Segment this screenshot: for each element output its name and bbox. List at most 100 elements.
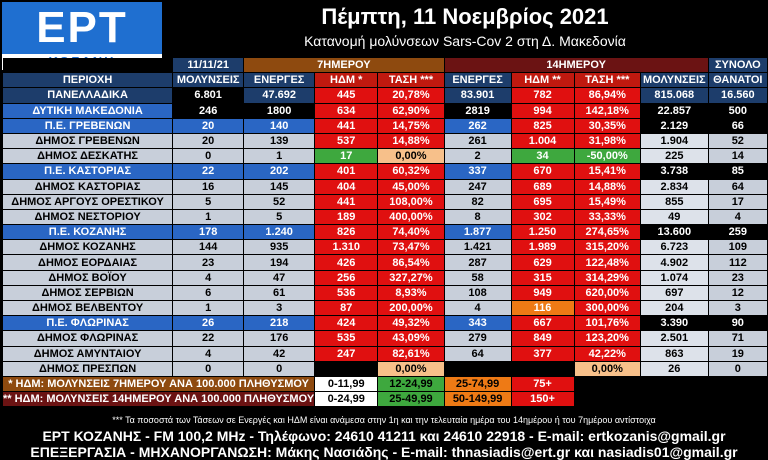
data-cell: 1.877 (443, 224, 512, 241)
data-cell: 43,09% (377, 330, 445, 347)
region-name: ΔΗΜΟΣ ΑΜΥΝΤΑΙΟΥ (1, 345, 174, 362)
data-cell: 61 (243, 284, 316, 302)
data-cell: 60,32% (377, 163, 445, 180)
data-cell: 279 (443, 330, 512, 347)
group-header-row: 11/11/21 7ΗΜΕΡΟΥ 14ΗΜΕΡΟΥ ΣΥΝΟΛΟ (2, 56, 768, 74)
data-cell: 34 (510, 148, 575, 165)
data-cell: 314,29% (573, 269, 641, 286)
data-cell: 1.310 (314, 239, 379, 256)
data-cell: 17 (314, 148, 379, 165)
data-cell: 377 (510, 345, 575, 362)
data-cell: 445 (314, 87, 379, 104)
legend-range: 25-74,99 (443, 375, 512, 393)
data-cell: 994 (510, 102, 575, 119)
data-cell: 695 (510, 193, 575, 210)
data-cell: 30,35% (573, 117, 641, 134)
data-cell: 33,33% (573, 208, 641, 226)
table-row: ΔΗΜΟΣ ΚΑΣΤΟΡΙΑΣ 16 145 404 45,00% 247 689 14,88… (1, 178, 768, 195)
column-header: ΤΑΣΗ *** (573, 72, 641, 89)
data-cell: 82,61% (377, 345, 445, 362)
table-row: ΔΗΜΟΣ ΒΕΛΒΕΝΤΟΥ 1 3 87 200,00% 4 116 300,00% 204… (1, 299, 768, 317)
data-cell: 300,00% (573, 299, 641, 317)
page-subtitle: Κατανομή μολύνσεων Sars-Cov 2 στη Δ. Μακ… (304, 33, 626, 49)
data-cell: 400,00% (377, 208, 445, 226)
data-cell: 109 (707, 239, 768, 256)
region-name: Π.Ε. ΚΟΖΑΝΗΣ (1, 224, 174, 241)
data-cell: 1.004 (510, 132, 575, 150)
data-cell: 1.421 (443, 239, 512, 256)
data-cell: 20 (172, 132, 245, 150)
data-cell: 123,20% (573, 330, 641, 347)
legend-range: 0-11,99 (314, 375, 379, 393)
data-cell: 83.901 (443, 87, 512, 104)
data-cell: 6 (172, 284, 245, 302)
data-cell: 22 (172, 330, 245, 347)
region-name: ΔΗΜΟΣ ΔΕΣΚΑΤΗΣ (1, 148, 174, 165)
data-cell: 42 (243, 345, 316, 362)
data-cell: 949 (510, 284, 575, 302)
table-row: ΔΗΜΟΣ ΠΡΕΣΠΩΝ 0 0 0 0,00% 0 0 0,00% 26 0 (1, 360, 768, 377)
data-cell: 401 (314, 163, 379, 180)
legend-row: * ΗΔΜ: ΜΟΛΥΝΣΕΙΣ 7ΗΜΕΡΟΥ ΑΝΑ 100.000 ΠΛΗ… (1, 375, 768, 393)
data-cell: 247 (443, 178, 512, 195)
region-name: Π.Ε. ΓΡΕΒΕΝΩΝ (1, 117, 174, 134)
data-cell: 85 (707, 163, 768, 180)
data-cell: 26 (639, 360, 709, 377)
table-row: ΔΗΜΟΣ ΣΕΡΒΙΩΝ 6 61 536 8,93% 108 949 620,00% 697… (1, 284, 768, 302)
legend-spacer (574, 376, 641, 392)
data-cell: 189 (314, 208, 379, 226)
data-cell: 66 (707, 117, 768, 134)
data-cell: 82 (443, 193, 512, 210)
data-cell: 3 (707, 299, 768, 317)
legend-spacer (708, 376, 768, 392)
data-cell: 31,98% (573, 132, 641, 150)
data-cell: 58 (443, 269, 512, 286)
data-cell: 5 (172, 193, 245, 210)
legend-range: 0-24,99 (314, 391, 379, 408)
data-cell: 8 (443, 208, 512, 226)
data-cell: 62,90% (377, 102, 445, 119)
data-cell: 64 (443, 345, 512, 362)
data-cell: 200,00% (377, 299, 445, 317)
group-14day: 14ΗΜΕΡΟΥ (443, 56, 709, 74)
table-row: ΔΗΜΟΣ ΚΟΖΑΝΗΣ 144 935 1.310 73,47% 1.421 1.989… (1, 239, 768, 256)
data-cell: 0 (510, 360, 575, 377)
covid-table: 11/11/21 7ΗΜΕΡΟΥ 14ΗΜΕΡΟΥ ΣΥΝΟΛΟ ΠΕΡΙΟΧΗ… (1, 56, 768, 408)
data-cell: 140 (243, 117, 316, 134)
data-cell: 6.801 (172, 87, 245, 104)
data-cell: 14 (707, 148, 768, 165)
data-cell: 620,00% (573, 284, 641, 302)
data-cell: 0 (707, 360, 768, 377)
data-cell: 537 (314, 132, 379, 150)
data-cell: 14,75% (377, 117, 445, 134)
column-header: ΠΕΡΙΟΧΗ (1, 72, 174, 89)
table-row: Π.Ε. ΚΟΖΑΝΗΣ 178 1.240 826 74,40% 1.877 1.250 2… (1, 224, 768, 241)
legend-spacer (640, 391, 709, 407)
data-cell: 45,00% (377, 178, 445, 195)
data-cell: 0 (243, 360, 316, 377)
data-cell: 14,88% (377, 132, 445, 150)
table-row: ΠΑΝΕΛΛΑΔΙΚΑ 6.801 47.692 445 20,78% 83.901 782… (1, 87, 768, 104)
group-total: ΣΥΝΟΛΟ (707, 56, 768, 74)
data-cell: 49,32% (377, 315, 445, 332)
data-cell: 74,40% (377, 224, 445, 241)
data-cell: 17 (707, 193, 768, 210)
data-cell: 259 (707, 224, 768, 241)
data-cell: 337 (443, 163, 512, 180)
data-cell: 697 (639, 284, 709, 302)
data-cell: 47.692 (243, 87, 316, 104)
data-cell: 327,27% (377, 269, 445, 286)
data-cell: 315 (510, 269, 575, 286)
legend-range: 12-24,99 (377, 375, 445, 393)
data-cell: 0,00% (377, 148, 445, 165)
data-cell: 178 (172, 224, 245, 241)
data-cell: 2 (443, 148, 512, 165)
table-row: Π.Ε. ΓΡΕΒΕΝΩΝ 20 140 441 14,75% 262 825 30,35% 2… (1, 117, 768, 134)
data-cell: 64 (707, 178, 768, 195)
data-cell: 19 (707, 345, 768, 362)
data-cell: 73,47% (377, 239, 445, 256)
data-cell: 23 (707, 269, 768, 286)
data-cell: 4 (707, 208, 768, 226)
data-cell: 0 (314, 360, 379, 377)
data-cell: 12 (707, 284, 768, 302)
